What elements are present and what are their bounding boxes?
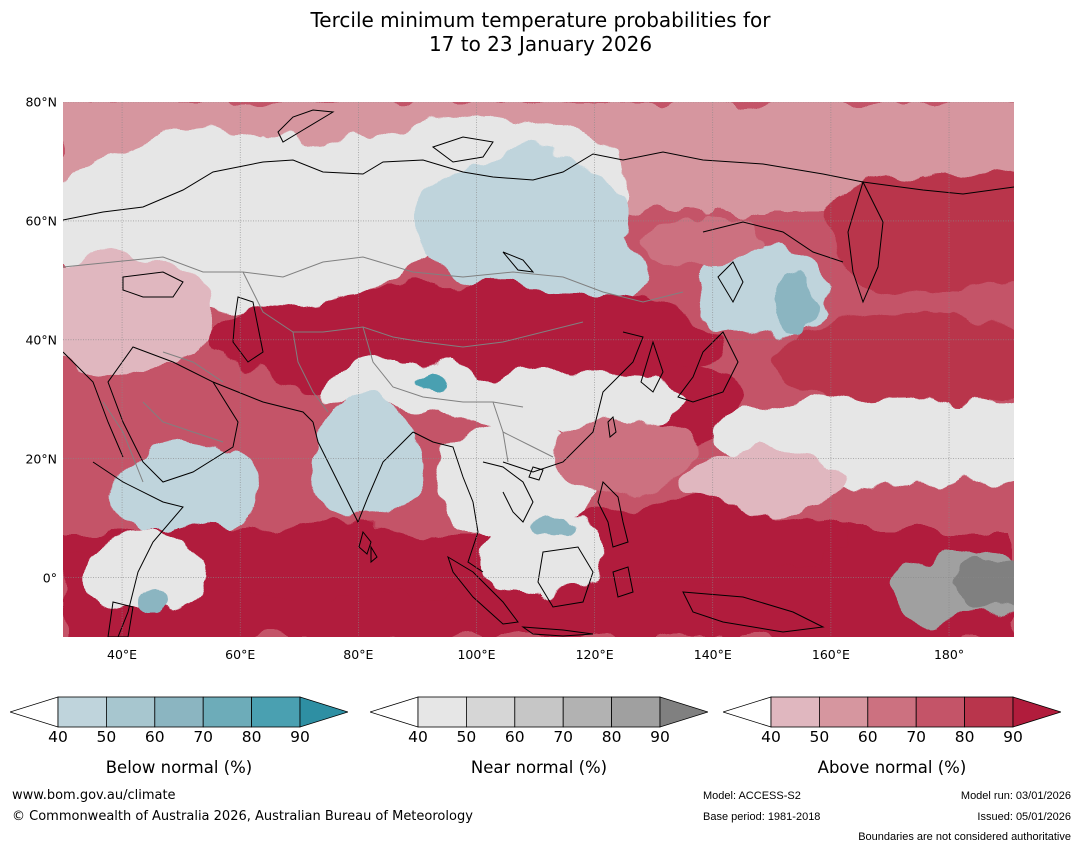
colorbar-segment (514, 696, 564, 728)
colorbar-above-ticks: 40 50 60 70 80 90 (723, 728, 1061, 748)
title-line-1: Tercile minimum temperature probabilitie… (310, 8, 771, 32)
colorbar-max-extension (659, 696, 708, 728)
colorbar-min-extension (10, 696, 59, 728)
lat-tick-label: 60°N (25, 213, 57, 229)
title-line-2: 17 to 23 January 2026 (428, 32, 653, 56)
legend-above-title: Above normal (%) (817, 758, 967, 777)
lon-tick-label: 60°E (225, 647, 256, 662)
probability-map (63, 102, 1014, 637)
colorbar-max-extension (299, 696, 348, 728)
colorbar-tick-label: 40 (408, 728, 428, 746)
colorbar-segment (611, 696, 661, 728)
colorbar-min-extension (723, 696, 772, 728)
colorbar-below (10, 696, 348, 728)
colorbar-min-extension (370, 696, 419, 728)
colorbar-segment (466, 696, 516, 728)
colorbar-tick-label: 90 (650, 728, 670, 746)
model-text: Model: ACCESS-S2 (703, 790, 801, 802)
issued-text: Issued: 05/01/2026 (977, 811, 1071, 823)
lon-tick-label: 40°E (107, 647, 138, 662)
colorbar-tick-label: 60 (144, 728, 165, 746)
country-borders (63, 256, 684, 483)
colorbar-segment (964, 696, 1014, 728)
lon-tick-label: 160°E (811, 647, 850, 662)
lat-tick-label: 0° (42, 570, 57, 586)
colorbar-segment (867, 696, 917, 728)
colorbar-tick-label: 40 (48, 728, 68, 746)
probability-fields (63, 102, 1014, 637)
colorbar-tick-label: 80 (954, 728, 975, 746)
coastlines (63, 109, 1014, 637)
colorbar-tick-label: 50 (96, 728, 117, 746)
lon-tick-label: 180° (933, 647, 965, 662)
legend-below-title: Below normal (%) (105, 758, 253, 777)
legend-near-title: Near normal (%) (470, 758, 608, 777)
colorbar-segment (417, 696, 467, 728)
map-title: Tercile minimum temperature probabilitie… (0, 8, 1081, 56)
lon-tick-label: 140°E (693, 647, 732, 662)
copyright-text: © Commonwealth of Australia 2026, Austra… (12, 809, 473, 824)
colorbar-above (723, 696, 1061, 728)
colorbar-segment (57, 696, 107, 728)
lat-tick-label: 20°N (25, 451, 57, 467)
disclaimer-text: Boundaries are not considered authoritat… (858, 831, 1071, 843)
colorbar-tick-label: 80 (241, 728, 262, 746)
colorbar-tick-label: 60 (857, 728, 878, 746)
colorbar-segment (251, 696, 301, 728)
colorbar-tick-label: 70 (193, 728, 214, 746)
colorbar-tick-label: 40 (761, 728, 781, 746)
colorbar-max-extension (1012, 696, 1061, 728)
colorbar-tick-label: 90 (1003, 728, 1023, 746)
model-run-text: Model run: 03/01/2026 (960, 790, 1071, 802)
colorbar-tick-label: 50 (456, 728, 477, 746)
legend-below-normal: 40 50 60 70 80 90 Below normal (%) (10, 695, 348, 785)
colorbar-segment (106, 696, 156, 728)
lon-tick-label: 80°E (343, 647, 374, 662)
colorbar-tick-label: 90 (290, 728, 310, 746)
lat-tick-label: 40°N (25, 332, 57, 348)
colorbar-segment (202, 696, 252, 728)
lat-tick-label: 80°N (25, 94, 57, 110)
colorbar-near-ticks: 40 50 60 70 80 90 (370, 728, 708, 748)
colorbar-below-ticks: 40 50 60 70 80 90 (10, 728, 348, 748)
lon-tick-label: 100°E (457, 647, 496, 662)
colorbar-segment (770, 696, 820, 728)
legend-above-normal: 40 50 60 70 80 90 Above normal (%) (723, 695, 1061, 785)
colorbar-tick-label: 70 (906, 728, 927, 746)
website-link[interactable]: www.bom.gov.au/climate (12, 788, 176, 803)
base-period-text: Base period: 1981-2018 (703, 811, 821, 823)
colorbar-segment (154, 696, 204, 728)
graticule (63, 102, 1014, 637)
colorbar-segment (562, 696, 612, 728)
map-canvas (63, 102, 1014, 637)
colorbar-segment (819, 696, 869, 728)
probability-details (138, 142, 1014, 612)
colorbar-tick-label: 70 (553, 728, 574, 746)
colorbar-tick-label: 60 (504, 728, 525, 746)
lon-tick-label: 120°E (575, 647, 614, 662)
legend-near-normal: 40 50 60 70 80 90 Near normal (%) (370, 695, 708, 785)
colorbar-tick-label: 80 (601, 728, 622, 746)
colorbar-near (370, 696, 708, 728)
colorbar-segment (915, 696, 965, 728)
colorbar-tick-label: 50 (809, 728, 830, 746)
